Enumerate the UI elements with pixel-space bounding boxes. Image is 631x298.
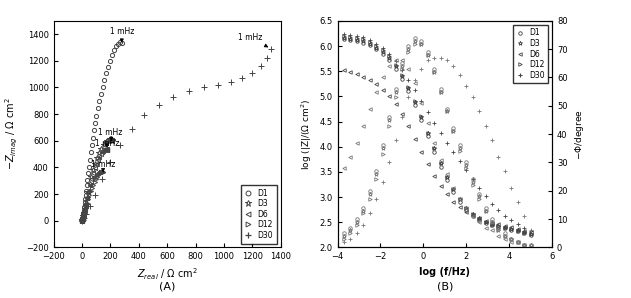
Text: 1 mHz: 1 mHz bbox=[95, 139, 119, 148]
Y-axis label: $-Z_{imag}$ / $\Omega$ cm$^2$: $-Z_{imag}$ / $\Omega$ cm$^2$ bbox=[4, 98, 20, 170]
X-axis label: $Z_{real}$ / $\Omega$ cm$^2$: $Z_{real}$ / $\Omega$ cm$^2$ bbox=[137, 267, 198, 283]
X-axis label: log (f/Hz): log (f/Hz) bbox=[420, 267, 470, 277]
Text: (B): (B) bbox=[437, 281, 453, 291]
Text: 1 mHz: 1 mHz bbox=[239, 32, 268, 47]
Text: 1 mHz: 1 mHz bbox=[110, 27, 134, 42]
Legend: D1, D3, D6, D12, D30: D1, D3, D6, D12, D30 bbox=[242, 185, 277, 243]
Y-axis label: $-\Phi$/degree: $-\Phi$/degree bbox=[573, 108, 586, 160]
Legend: D1, D3, D6, D12, D30: D1, D3, D6, D12, D30 bbox=[513, 25, 548, 83]
Text: 1 mHz: 1 mHz bbox=[91, 160, 115, 172]
Y-axis label: log (|Z|/($\Omega$ cm$^2$): log (|Z|/($\Omega$ cm$^2$) bbox=[300, 98, 314, 170]
Text: (A): (A) bbox=[159, 281, 175, 291]
Text: 1 mHz: 1 mHz bbox=[98, 128, 123, 141]
